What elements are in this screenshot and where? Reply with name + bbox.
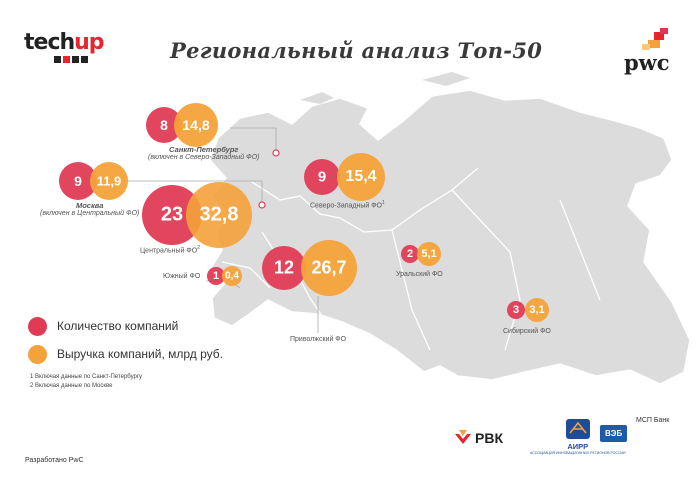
legend-count-swatch (28, 316, 47, 336)
urfo-revenue: 5,1 (421, 248, 437, 260)
msp-bank-text: МСП Банк (636, 417, 670, 424)
spb-marker (272, 149, 280, 157)
leader-lines (115, 127, 319, 333)
ufo-count-bubble (207, 267, 225, 285)
msk-label: Москва (включен в Центральный ФО) (40, 201, 139, 217)
ufo-label: Южный ФО (163, 273, 201, 280)
airr-icon (565, 419, 590, 439)
ufo-revenue-bubble (222, 266, 242, 286)
msk-marker (258, 201, 266, 209)
legend-count: Количество компаний (28, 312, 223, 340)
sfo-count: 3 (512, 304, 520, 316)
cfo-sup: 2 (197, 245, 200, 251)
pfo-label: Приволжский ФО (290, 336, 347, 343)
msk-note: (включен в Центральный ФО) (40, 210, 140, 217)
spb-count-bubble (146, 107, 182, 143)
pfo-count-bubble (262, 246, 306, 290)
legend-revenue: Выручка компаний, млрд руб. (28, 340, 223, 368)
msk-name: Москва (75, 201, 104, 210)
cfo-name: Центральный ФО (140, 247, 198, 255)
veb-logo: ВЭБ МСП Банк (600, 417, 669, 442)
techup-logo-up: up (74, 30, 104, 55)
msk-revenue-bubble (90, 162, 128, 200)
cfo-count: 23 (160, 203, 184, 226)
ufo-count: 1 (212, 270, 220, 282)
urfo-count-bubble (401, 245, 419, 263)
sfo-revenue-bubble (525, 298, 549, 322)
footnote-2: 2 Включая данные по Москве (30, 383, 113, 389)
msk-count: 9 (74, 173, 82, 189)
made-by: Разработано PwC (25, 457, 84, 464)
pwc-logo-mark (642, 28, 668, 50)
szfo-count: 9 (317, 168, 327, 186)
spb-name: Санкт-Петербург (169, 145, 239, 154)
spb-revenue: 14,8 (182, 117, 210, 133)
cfo-revenue-bubble (186, 182, 252, 248)
legend: Количество компаний Выручка компаний, мл… (28, 312, 223, 368)
urfo-count: 2 (406, 248, 414, 260)
veb-box: ВЭБ (600, 425, 628, 442)
ufo-revenue: 0,4 (225, 270, 239, 282)
airr-text: АИРР (567, 442, 589, 451)
szfo-count-bubble (304, 159, 340, 195)
legend-revenue-swatch (28, 344, 47, 364)
techup-logo: techup (24, 30, 105, 72)
pfo-count: 12 (273, 257, 295, 278)
spb-label: Санкт-Петербург (включен в Северо-Западн… (148, 145, 259, 161)
airr-logo: АИРР АССОЦИАЦИЯ ИННОВАЦИОННЫХ РЕГИОНОВ Р… (530, 418, 626, 455)
map-island-north (422, 72, 470, 86)
rvk-text: РВК (475, 430, 503, 446)
city-markers (258, 149, 280, 209)
sfo-label: Сибирский ФО (503, 328, 551, 335)
techup-logo-tech: tech (24, 30, 75, 55)
airr-subtext: АССОЦИАЦИЯ ИННОВАЦИОННЫХ РЕГИОНОВ РОССИИ (530, 451, 626, 455)
pwc-logo-text: pwc (624, 50, 670, 75)
pfo-revenue: 26,7 (311, 257, 347, 278)
sfo-count-bubble (507, 301, 525, 319)
szfo-label: Северо-Западный ФО1 (310, 200, 385, 209)
urfo-label: Уральский ФО (396, 271, 443, 278)
pfo-revenue-bubble (301, 240, 357, 296)
cfo-count-bubble (142, 185, 202, 245)
map-island (300, 92, 334, 104)
footnotes: 1 Включая данные по Санкт-Петербургу 2 В… (30, 373, 142, 391)
rvk-logo: РВК (455, 430, 503, 446)
legend-revenue-label: Выручка компаний, млрд руб. (57, 347, 223, 361)
msk-count-bubble (59, 162, 97, 200)
spb-count: 8 (160, 117, 168, 133)
techup-logo-blocks (54, 56, 88, 63)
legend-count-label: Количество компаний (57, 319, 179, 333)
pwc-logo: pwc (616, 28, 676, 78)
sfo-revenue: 3,1 (529, 304, 545, 316)
szfo-revenue: 15,4 (345, 168, 377, 185)
page-title: Региональный анализ Топ-50 (170, 38, 543, 63)
cfo-revenue: 32,8 (199, 203, 239, 226)
urfo-revenue-bubble (417, 242, 441, 266)
footnote-1: 1 Включая данные по Санкт-Петербургу (30, 374, 143, 380)
spb-revenue-bubble (174, 103, 218, 147)
cfo-label: Центральный ФО2 (140, 245, 200, 254)
rvk-icon (455, 430, 471, 444)
szfo-name: Северо-Западный ФО (310, 202, 383, 210)
szfo-sup: 1 (382, 200, 385, 206)
szfo-revenue-bubble (337, 153, 385, 201)
msk-revenue: 11,9 (96, 173, 122, 189)
spb-note: (включен в Северо-Западный ФО) (148, 154, 260, 161)
